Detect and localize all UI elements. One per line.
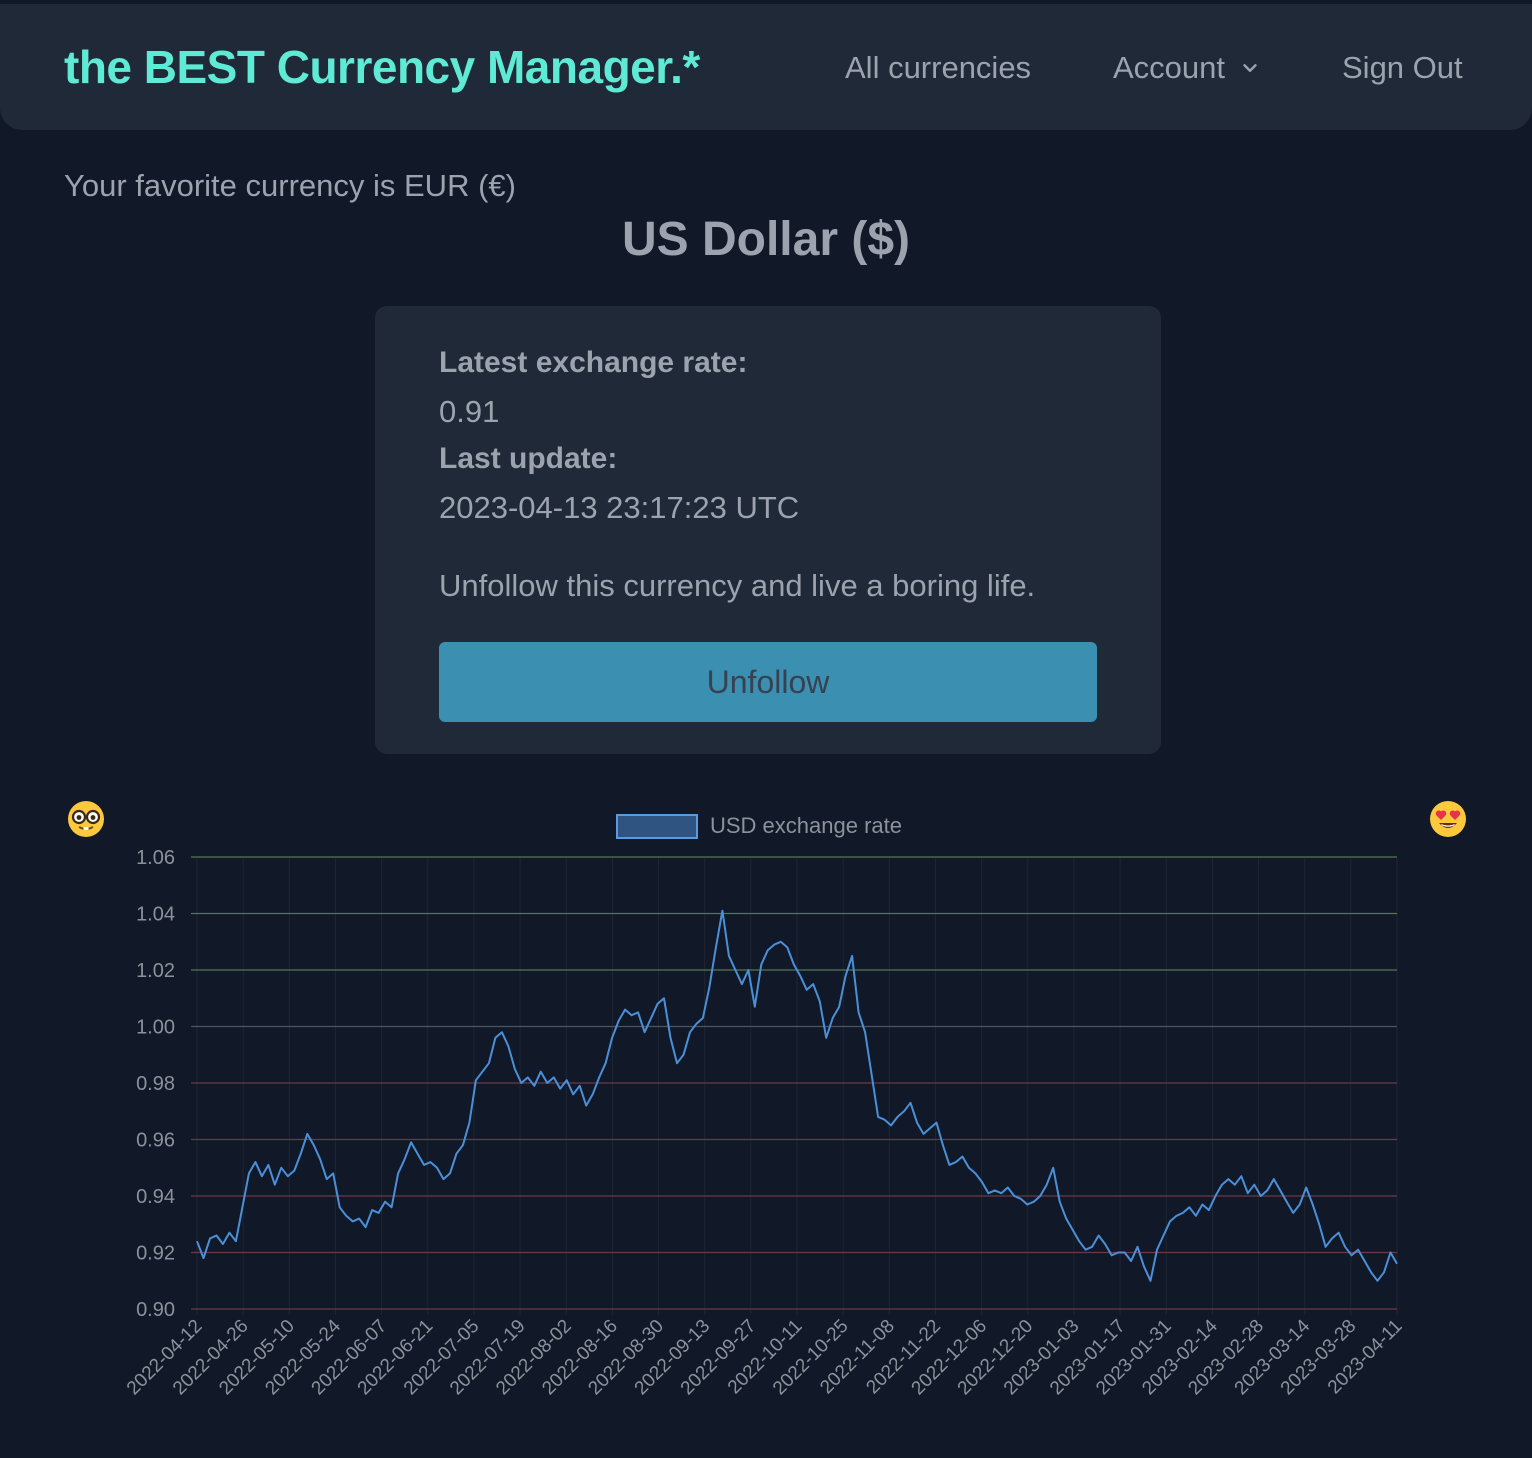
unfollow-message: Unfollow this currency and live a boring… <box>439 568 1036 603</box>
heart-eyes-face-icon <box>1430 801 1466 837</box>
chart-legend[interactable]: USD exchange rate <box>616 813 902 839</box>
nerd-face-icon <box>68 801 104 837</box>
page-title: US Dollar ($) <box>621 213 911 266</box>
y-tick-label: 0.94 <box>136 1186 175 1208</box>
y-tick-label: 1.04 <box>136 904 175 926</box>
brand-logo[interactable]: the BEST Currency Manager.* <box>64 41 700 93</box>
chart-series <box>196 909 1398 1282</box>
latest-rate-value: 0.91 <box>439 394 500 429</box>
last-update-label: Last update: <box>439 442 618 475</box>
last-update-value: 2023-04-13 23:17:23 UTC <box>439 490 800 525</box>
legend-swatch <box>616 814 698 839</box>
series-line <box>196 909 1398 1282</box>
nav-account-dropdown[interactable]: Account <box>1113 50 1261 86</box>
navbar: the BEST Currency Manager.* All currenci… <box>0 4 1532 130</box>
chart-y-axis: 1.06 1.04 1.02 1.00 0.98 0.96 0.94 0.92 0.90 <box>136 847 175 1321</box>
y-tick-label: 0.90 <box>136 1299 175 1321</box>
nav-sign-out[interactable]: Sign Out <box>1342 50 1463 85</box>
chevron-down-icon <box>1243 64 1257 72</box>
y-tick-label: 1.06 <box>136 847 175 869</box>
y-tick-label: 0.96 <box>136 1130 175 1152</box>
unfollow-button[interactable]: Unfollow <box>439 642 1097 722</box>
y-tick-label: 0.98 <box>136 1073 175 1095</box>
y-tick-label: 1.02 <box>136 960 175 982</box>
latest-rate-label: Latest exchange rate: <box>439 346 748 379</box>
nav-account-label: Account <box>1113 50 1226 85</box>
y-tick-label: 0.92 <box>136 1243 175 1265</box>
exchange-rate-chart: 1.06 1.04 1.02 1.00 0.98 0.96 0.94 0.92 0.90 202… <box>123 813 1407 1399</box>
currency-card: Latest exchange rate: 0.91 Last update: … <box>375 306 1161 754</box>
favorite-currency-text: Your favorite currency is EUR (€) <box>64 168 516 203</box>
chart-grid <box>191 856 1398 1315</box>
y-tick-label: 1.00 <box>136 1017 175 1039</box>
chart-x-axis: 2022-04-122022-04-262022-05-102022-05-24… <box>123 1315 1407 1399</box>
nav-all-currencies[interactable]: All currencies <box>845 50 1032 85</box>
legend-label: USD exchange rate <box>710 813 902 838</box>
